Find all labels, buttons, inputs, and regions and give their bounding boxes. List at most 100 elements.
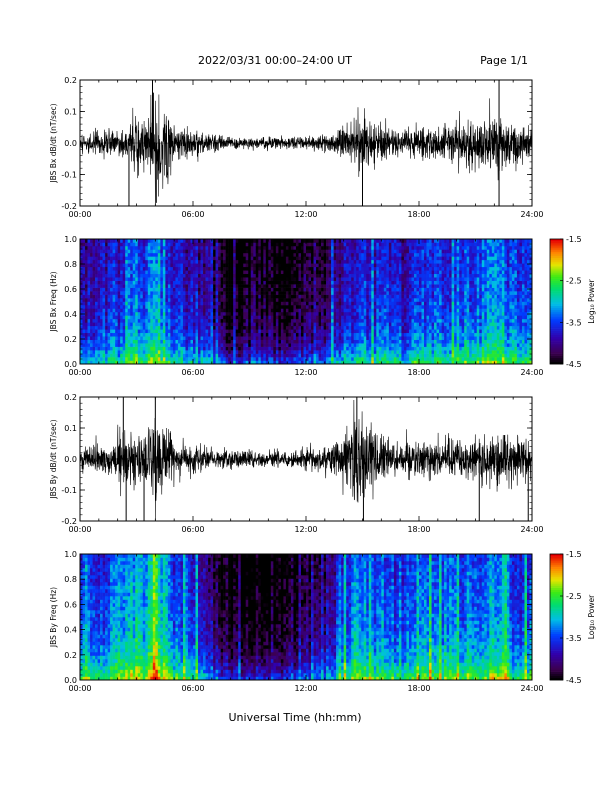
spectrogram-cell [275,350,279,354]
spectrogram-cell [177,287,181,292]
spectrogram-cell [408,239,412,243]
spectrogram-cell [331,239,334,243]
spectrogram-cell [373,284,377,288]
spectrogram-cell [105,360,108,365]
spectrogram-cell [346,308,349,313]
spectrogram-cell [373,256,377,261]
spectrogram-cell [142,308,146,313]
spectrogram-cell [351,322,355,327]
spectrogram-cell [338,239,342,243]
spectrogram-cell [167,339,171,344]
spectrogram-cell [102,273,106,278]
spectrogram-cell [155,329,159,334]
spectrogram-cell [363,259,367,264]
spectrogram-cell [258,332,262,337]
spectrogram-cell [230,346,234,351]
spectrogram-cell [107,339,111,344]
spectrogram-cell [275,256,279,261]
spectrogram-cell [258,350,262,354]
spectrogram-cell [411,336,415,340]
spectrogram-cell [328,322,332,327]
spectrogram-cell [90,252,93,257]
spectrogram-cell [300,280,304,285]
spectrogram-cell [210,336,214,340]
spectrogram-cell [238,252,242,257]
spectrogram-cell [308,266,312,271]
spectrogram-cell [160,318,164,323]
spectrogram-cell [120,325,123,330]
spectrogram-cell [258,322,262,327]
spectrogram-cell [356,315,360,320]
spectrogram-cell [172,343,176,347]
spectrogram-cell [285,263,289,268]
spectrogram-cell [195,329,199,334]
spectrogram-cell [215,249,219,254]
spectrogram-cell [351,252,355,257]
spectrogram-cell [82,245,86,250]
spectrogram-cell [275,287,279,292]
spectrogram-cell [321,332,324,337]
spectrogram-cell [283,249,287,254]
spectrogram-cell [135,277,139,281]
spectrogram-cell [313,239,317,243]
y-axis-label: JBS Bx dB/dt (nT/sec) [49,103,58,183]
spectrogram-cell [95,291,98,295]
spectrogram-cell [235,298,239,302]
spectrogram-cell [233,252,236,257]
spectrogram-cell [358,350,362,354]
spectrogram-cell [130,311,134,316]
spectrogram-cell [127,284,131,288]
spectrogram-cell [308,322,312,327]
spectrogram-cell [127,357,131,361]
spectrogram-cell [100,273,103,278]
spectrogram-cell [343,357,347,361]
spectrogram-cell [303,332,307,337]
spectrogram-cell [383,249,387,254]
spectrogram-cell [300,329,304,334]
spectrogram-cell [396,343,400,347]
spectrogram-cell [311,301,314,306]
spectrogram-cell [130,294,134,299]
spectrogram-cell [371,252,375,257]
spectrogram-cell [373,291,377,295]
spectrogram-cell [388,357,392,361]
spectrogram-cell [220,318,224,323]
spectrogram-cell [250,245,254,250]
spectrogram-cell [110,353,113,358]
spectrogram-cell [328,273,332,278]
spectrogram-cell [167,329,171,334]
spectrogram-cell [401,287,405,292]
spectrogram-cell [180,242,184,247]
spectrogram-cell [341,287,344,292]
spectrogram-cell [110,318,113,323]
spectrogram-cell [300,311,304,316]
spectrogram-cell [273,308,277,313]
spectrogram-cell [263,284,267,288]
spectrogram-cell [218,308,221,313]
spectrogram-cell [386,318,390,323]
spectrogram-cell [278,332,282,337]
spectrogram-cell [316,256,319,261]
spectrogram-cell [112,284,116,288]
spectrogram-cell [135,353,139,358]
spectrogram-cell [243,277,247,281]
spectrogram-cell [245,301,249,306]
spectrogram-cell [240,242,244,247]
spectrogram-cell [167,304,171,309]
spectrogram-cell [278,284,282,288]
spectrogram-cell [346,360,349,365]
spectrogram-cell [283,270,287,275]
spectrogram-cell [328,357,332,361]
spectrogram-cell [92,357,96,361]
spectrogram-cell [180,318,184,323]
spectrogram-cell [356,266,360,271]
spectrogram-cell [105,357,108,361]
spectrogram-cell [150,245,154,250]
spectrogram-cell [353,242,357,247]
spectrogram-cell [82,266,86,271]
spectrogram-cell [235,329,239,334]
spectrogram-cell [308,339,312,344]
spectrogram-cell [112,308,116,313]
spectrogram-cell [107,315,111,320]
spectrogram-cell [122,318,126,323]
